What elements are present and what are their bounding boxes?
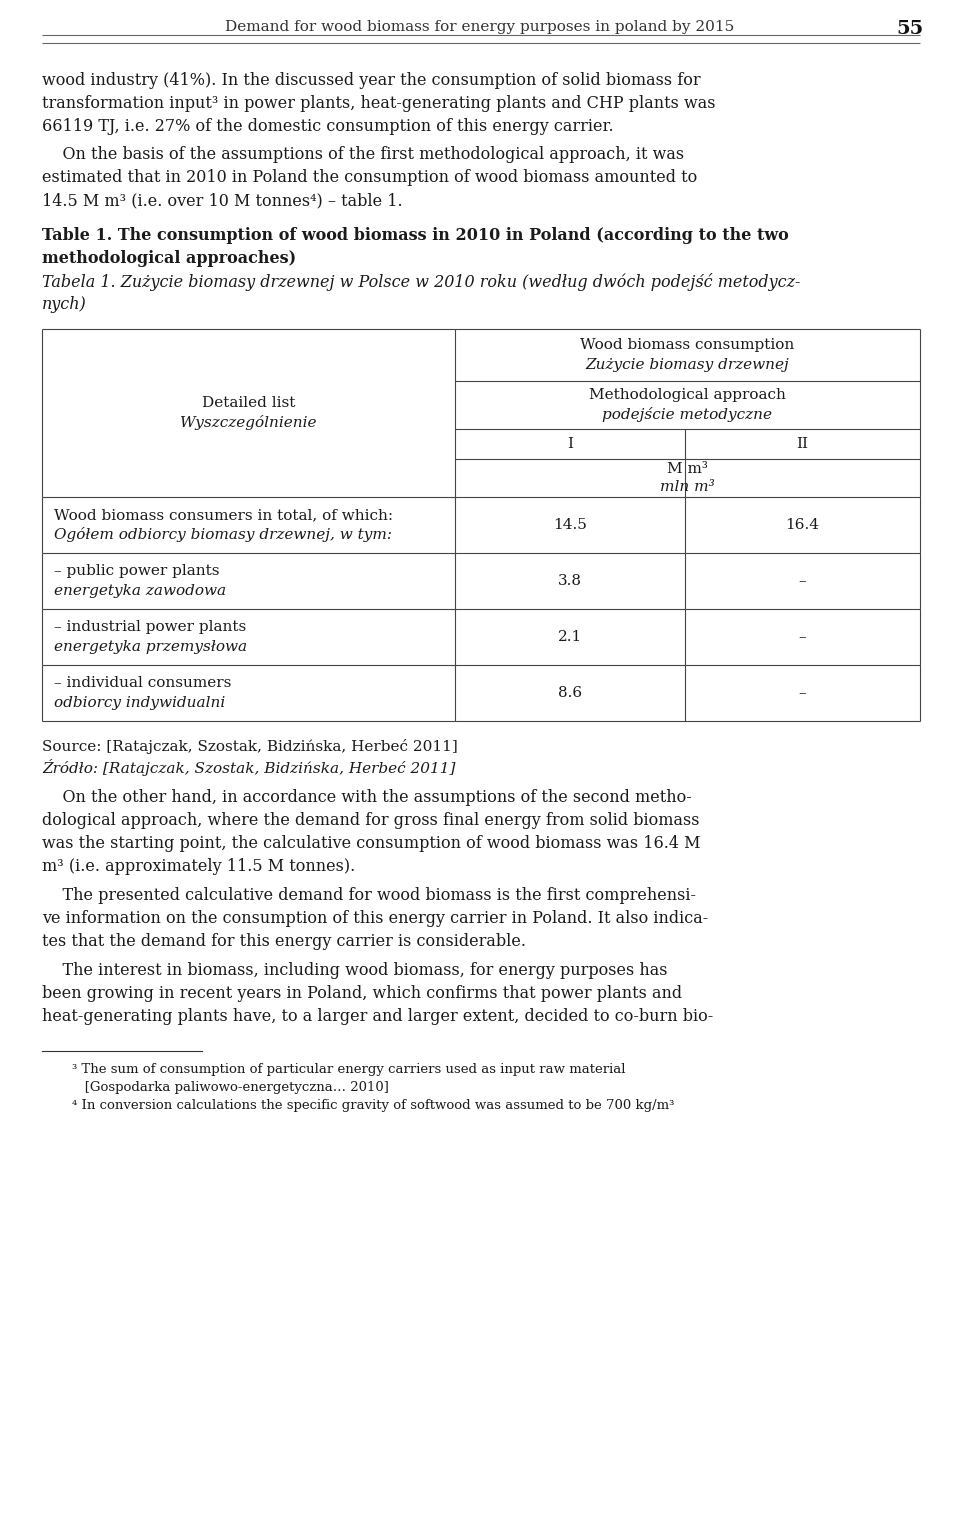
Text: On the basis of the assumptions of the first methodological approach, it was: On the basis of the assumptions of the f… — [42, 145, 684, 162]
Text: –: – — [799, 574, 806, 588]
Text: Source: [Ratajczak, Szostak, Bidzińska, Herbeć 2011]: Source: [Ratajczak, Szostak, Bidzińska, … — [42, 739, 458, 753]
Text: heat-generating plants have, to a larger and larger extent, decided to co-burn b: heat-generating plants have, to a larger… — [42, 1007, 713, 1024]
Text: 16.4: 16.4 — [785, 517, 820, 531]
Text: m³ (i.e. approximately 11.5 M tonnes).: m³ (i.e. approximately 11.5 M tonnes). — [42, 857, 355, 876]
Text: wood industry (41%). In the discussed year the consumption of solid biomass for: wood industry (41%). In the discussed ye… — [42, 72, 701, 89]
Text: Wood biomass consumption: Wood biomass consumption — [581, 338, 795, 352]
Text: II: II — [797, 436, 808, 452]
Text: On the other hand, in accordance with the assumptions of the second metho-: On the other hand, in accordance with th… — [42, 788, 692, 805]
Text: nych): nych) — [42, 295, 86, 312]
Text: 2.1: 2.1 — [558, 629, 582, 645]
Text: tes that the demand for this energy carrier is considerable.: tes that the demand for this energy carr… — [42, 932, 526, 951]
Text: been growing in recent years in Poland, which confirms that power plants and: been growing in recent years in Poland, … — [42, 984, 683, 1001]
Text: Wyszczególnienie: Wyszczególnienie — [180, 415, 317, 430]
Text: Methodological approach: Methodological approach — [589, 387, 786, 403]
Text: 8.6: 8.6 — [558, 686, 582, 700]
Text: was the starting point, the calculative consumption of wood biomass was 16.4 M: was the starting point, the calculative … — [42, 834, 701, 851]
Text: ⁴ In conversion calculations the specific gravity of softwood was assumed to be : ⁴ In conversion calculations the specifi… — [72, 1099, 674, 1112]
Text: –: – — [799, 629, 806, 645]
Text: I: I — [567, 436, 573, 452]
Text: methodological approaches): methodological approaches) — [42, 250, 296, 266]
Text: Wood biomass consumers in total, of which:: Wood biomass consumers in total, of whic… — [54, 508, 394, 522]
Text: – individual consumers: – individual consumers — [54, 677, 231, 690]
Text: The interest in biomass, including wood biomass, for energy purposes has: The interest in biomass, including wood … — [42, 961, 667, 978]
Text: Ogółem odbiorcy biomasy drzewnej, w tym:: Ogółem odbiorcy biomasy drzewnej, w tym: — [54, 528, 392, 542]
Text: The presented calculative demand for wood biomass is the first comprehensi-: The presented calculative demand for woo… — [42, 886, 696, 903]
Text: podejście metodyczne: podejście metodyczne — [603, 407, 773, 423]
Text: energetyka przemysłowa: energetyka przemysłowa — [54, 640, 247, 654]
Text: M m³: M m³ — [667, 462, 708, 476]
Text: Detailed list: Detailed list — [202, 397, 295, 410]
Text: mln m³: mln m³ — [660, 481, 715, 495]
Text: Źródło: [Ratajczak, Szostak, Bidzińska, Herbeć 2011]: Źródło: [Ratajczak, Szostak, Bidzińska, … — [42, 759, 455, 776]
Text: 14.5: 14.5 — [553, 517, 587, 531]
Text: – industrial power plants: – industrial power plants — [54, 620, 247, 634]
Text: energetyka zawodowa: energetyka zawodowa — [54, 583, 227, 599]
Text: 55: 55 — [897, 20, 924, 38]
Text: ³ The sum of consumption of particular energy carriers used as input raw materia: ³ The sum of consumption of particular e… — [72, 1063, 626, 1076]
Text: 66119 TJ, i.e. 27% of the domestic consumption of this energy carrier.: 66119 TJ, i.e. 27% of the domestic consu… — [42, 118, 613, 135]
Text: odbiorcy indywidualni: odbiorcy indywidualni — [54, 697, 226, 710]
Text: [Gospodarka paliwowo-energetyczna… 2010]: [Gospodarka paliwowo-energetyczna… 2010] — [72, 1081, 389, 1095]
Text: Demand for wood biomass for energy purposes in poland by 2015: Demand for wood biomass for energy purpo… — [226, 20, 734, 34]
Text: 3.8: 3.8 — [558, 574, 582, 588]
Text: estimated that in 2010 in Poland the consumption of wood biomass amounted to: estimated that in 2010 in Poland the con… — [42, 168, 697, 185]
Text: –: – — [799, 686, 806, 700]
Text: – public power plants: – public power plants — [54, 563, 220, 579]
Text: transformation input³ in power plants, heat-generating plants and CHP plants was: transformation input³ in power plants, h… — [42, 95, 715, 112]
Text: dological approach, where the demand for gross final energy from solid biomass: dological approach, where the demand for… — [42, 811, 700, 828]
Text: 14.5 M m³ (i.e. over 10 M tonnes⁴) – table 1.: 14.5 M m³ (i.e. over 10 M tonnes⁴) – tab… — [42, 191, 402, 210]
Text: Table 1. The consumption of wood biomass in 2010 in Poland (according to the two: Table 1. The consumption of wood biomass… — [42, 227, 789, 243]
Text: Tabela 1. Zużycie biomasy drzewnej w Polsce w 2010 roku (według dwóch podejść me: Tabela 1. Zużycie biomasy drzewnej w Pol… — [42, 273, 801, 291]
Text: Zużycie biomasy drzewnej: Zużycie biomasy drzewnej — [586, 358, 789, 372]
Text: ve information on the consumption of this energy carrier in Poland. It also indi: ve information on the consumption of thi… — [42, 909, 708, 926]
